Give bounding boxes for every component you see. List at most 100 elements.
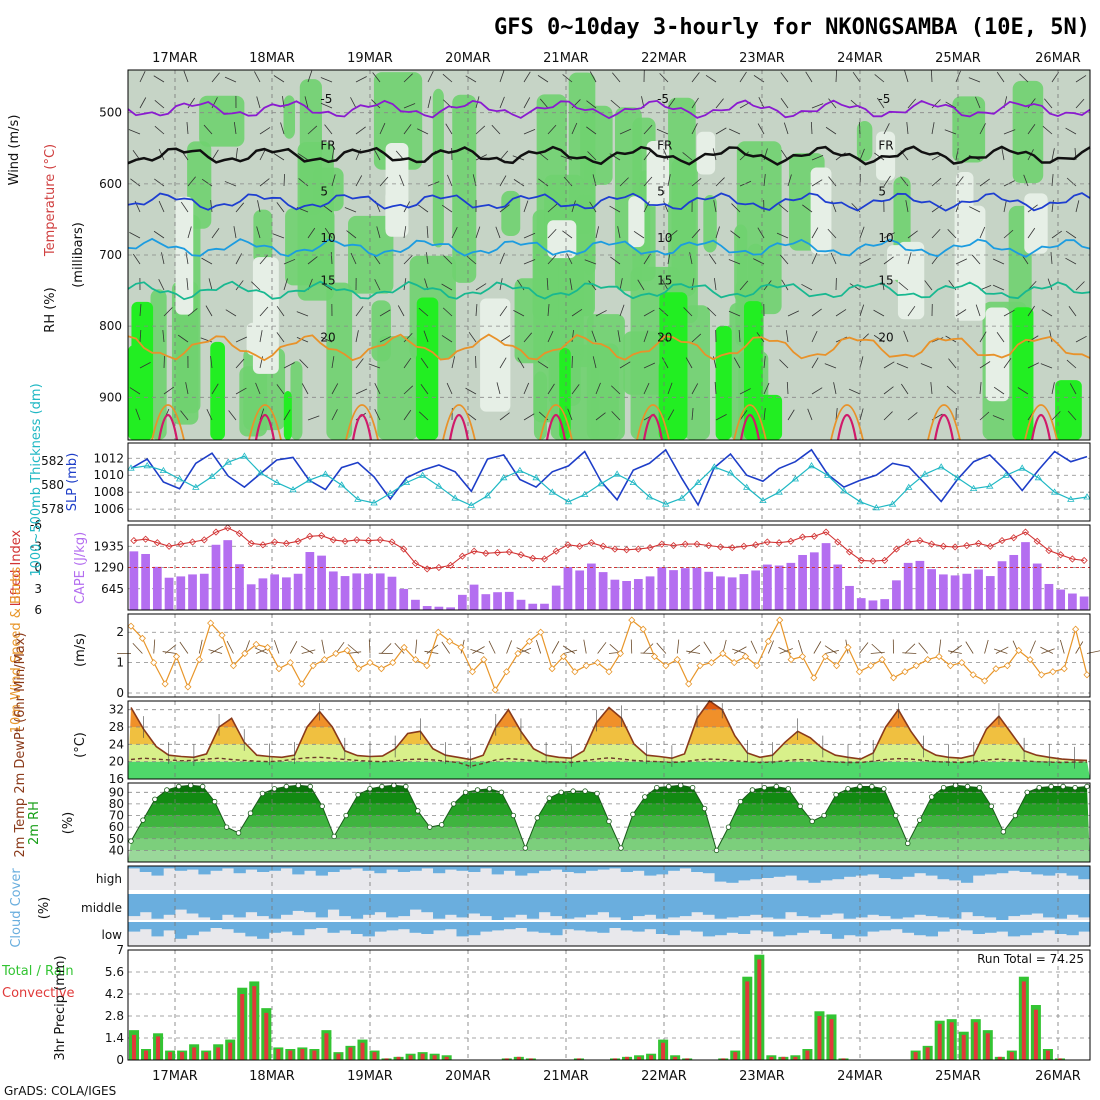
wind-barb [979,382,982,395]
li-point [576,542,584,550]
wind-barb [595,382,601,395]
cape-bar [551,585,561,610]
warm-contour [1024,404,1058,441]
precip-conv-bar [733,1052,738,1060]
cloud-level-label: low [102,928,123,942]
bottom-date-label: 17MAR [152,1069,198,1084]
cape-bar [598,572,608,610]
cloud-bar [761,894,774,918]
cloud-bar [620,866,633,872]
wind-barb [495,226,501,239]
bottom-date-axis: 17MAR 18MAR 19MAR 20MAR 21MAR 22MAR 23MA… [152,1069,1081,1084]
wind-barb [903,330,909,343]
rh-dry-blob [628,196,645,248]
cloud-bar [632,922,645,932]
wind-barb [731,203,741,213]
rh-saturated-blob [210,341,225,440]
wind-speed-point [582,662,590,670]
cloud-bar [421,866,434,869]
wind-barb [1075,98,1085,109]
wind-speed-point [434,628,442,636]
hot-contour [351,414,373,441]
rh-point [618,845,624,851]
wind-barb [307,227,316,239]
wind-barb [586,126,597,135]
wind-barb [523,232,536,239]
wind-barb [827,228,837,239]
wind-barb [307,70,313,83]
wind-speed-point [1015,646,1023,655]
wind-barb [499,96,505,109]
rh-dry-blob [547,220,577,259]
thickness-point [613,470,621,477]
cloud-bar [550,922,563,936]
temp2m-panel: 16 20 24 28 32 [109,699,1091,786]
cape-bar [927,569,936,610]
wind-barb [185,252,189,265]
wind-speed-point [571,668,579,676]
wind-barb [883,175,891,187]
wind-barb [442,73,453,83]
cloud-bar [949,922,962,930]
wind-barb [466,412,477,421]
wind-barb [783,122,789,135]
li-point [411,559,419,567]
cloud-bar [925,866,938,876]
surface-wind-barb [686,650,701,654]
rh-point [821,812,827,819]
wind-barb [859,408,864,421]
li-point [787,537,795,545]
rh-point [701,805,708,812]
surface-wind-barb [289,640,298,654]
wind-barb [667,409,675,421]
wind-barb [931,122,935,135]
wind-speed-point [821,652,829,661]
wind-barb [898,282,909,291]
wind-barb [667,174,671,187]
cloud-bar [268,894,282,919]
isotherm-label: 15 [657,274,672,288]
cloud-bar [503,922,516,930]
precip-conv-bar [348,1047,353,1060]
cloud-bar [456,922,469,937]
wind-barb [763,356,766,369]
surface-wind-barb [208,649,223,654]
thickness-point [840,487,848,494]
cloud-bar [1054,894,1068,919]
rh-point [140,817,146,823]
top-date-label: 19MAR [347,51,393,66]
wind-barb [560,155,573,161]
wind-barb [346,230,357,239]
panel-frame [127,442,1091,522]
wind-barb [211,228,220,239]
cloud-bar [820,866,833,881]
precip-conv-bar [613,1058,618,1060]
li-point [998,537,1006,545]
cloud-bar [268,866,282,871]
rh-point [928,794,935,800]
wind-barb [947,229,957,239]
thickness-tick: 580 [41,478,64,492]
cloud-level-label: high [96,872,122,886]
precip-tick: 5.6 [105,965,124,979]
cloud-bar [1066,894,1079,915]
cloud-bar [996,894,1009,920]
panel-frame [127,69,1091,441]
cloud-bar [397,866,411,872]
cloud-bar [784,922,798,936]
precip-conv-bar [817,1016,822,1060]
li-point [928,540,936,548]
cloud-bar [960,894,974,913]
li-point [658,540,666,548]
li-point [1080,556,1088,564]
thickness-point [240,452,249,459]
wind-barb [371,99,381,109]
precip-conv-bar [216,1047,221,1060]
cloud-bar [362,894,375,915]
cloud-bar [128,894,141,917]
rh-point [427,824,433,830]
wind-barb [996,71,1005,83]
wind-barb [1003,358,1012,369]
wind-barb [776,232,789,239]
wind-barb [180,410,189,421]
